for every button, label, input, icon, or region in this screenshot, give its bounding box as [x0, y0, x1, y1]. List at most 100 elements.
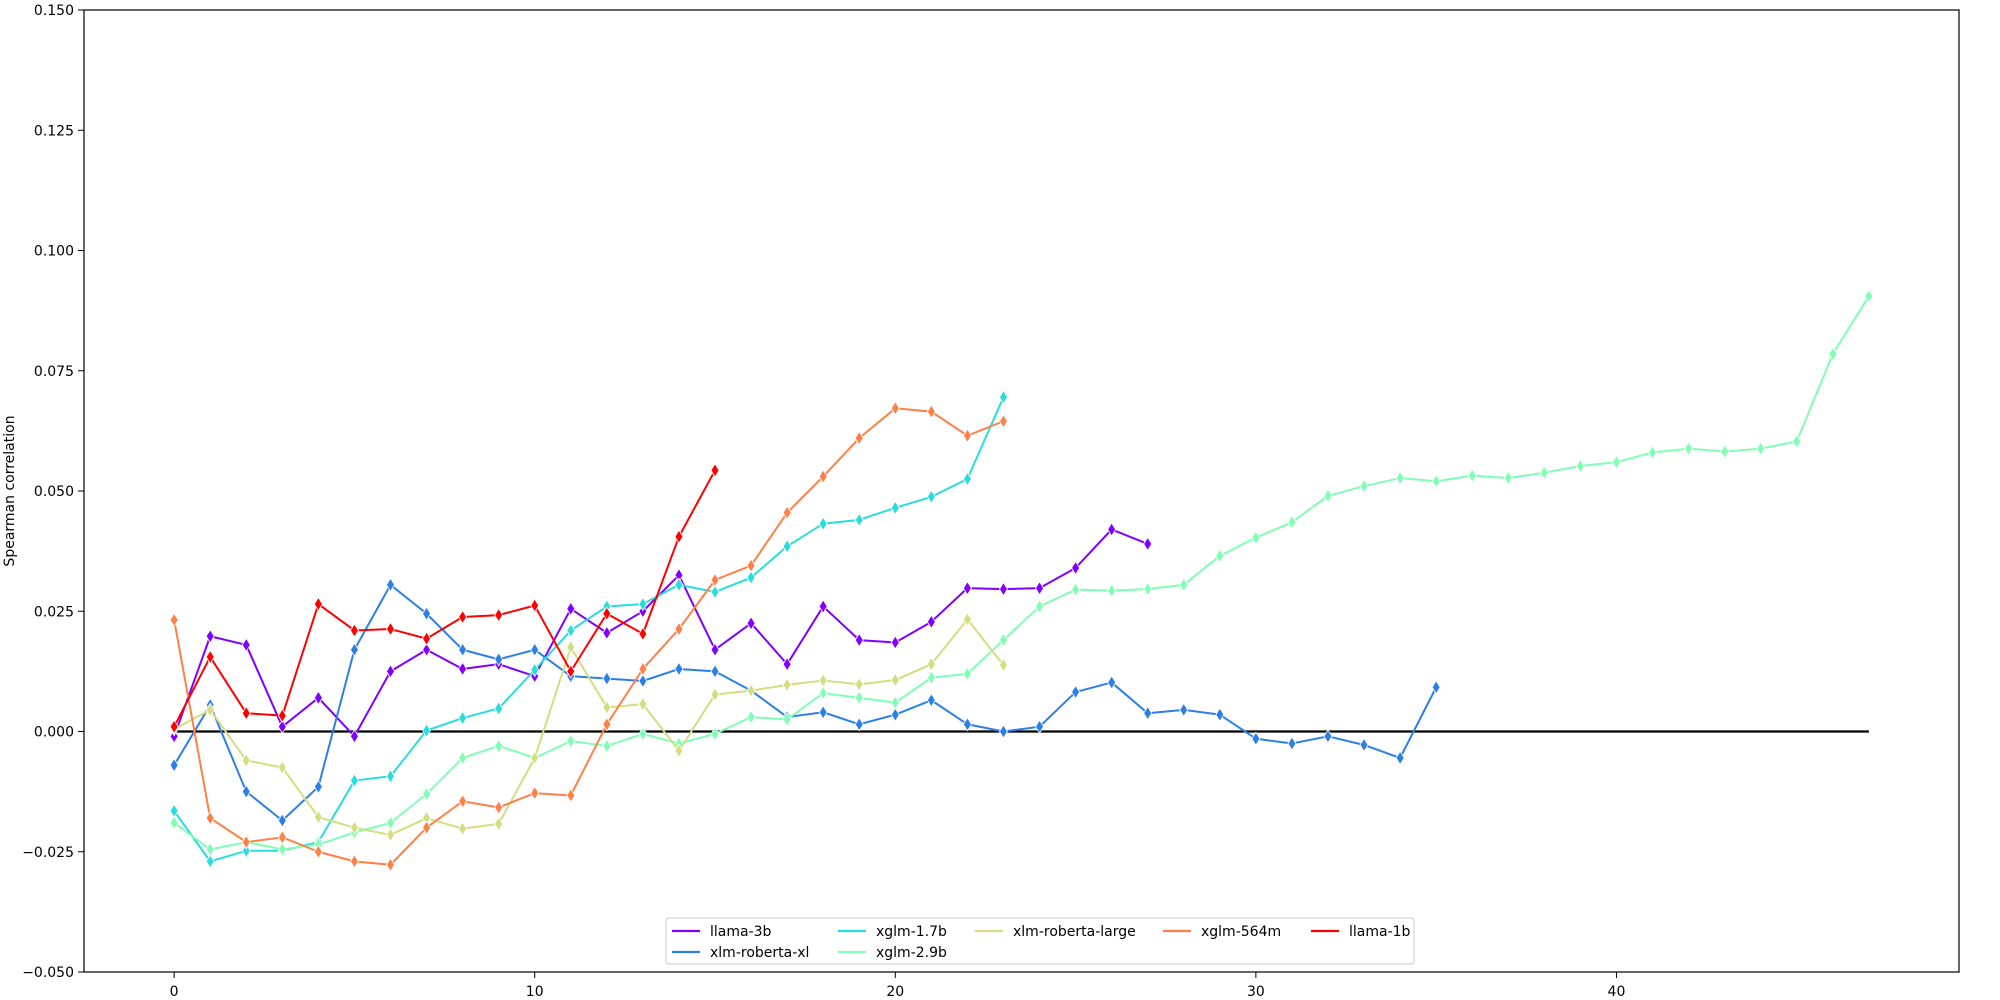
data-point-llama-3b	[746, 616, 756, 631]
series-line-xlm-roberta-xl	[173, 583, 1438, 822]
data-point-xlm-roberta-large	[602, 700, 612, 715]
data-point-xlm-roberta-large	[530, 750, 540, 766]
data-point-xglm-2.9b	[1323, 488, 1333, 504]
data-point-xglm-2.9b	[1648, 445, 1657, 460]
data-point-xlm-roberta-large	[926, 656, 936, 672]
data-point-xglm-1.7b	[674, 577, 684, 593]
data-point-xglm-2.9b	[782, 712, 792, 727]
data-point-xglm-564m	[854, 430, 864, 446]
data-point-xglm-564m	[602, 717, 612, 732]
y-tick-label: 0.075	[34, 364, 74, 380]
data-point-llama-3b	[710, 642, 720, 657]
data-point-xlm-roberta-xl	[422, 606, 432, 621]
data-point-xlm-roberta-large	[890, 672, 900, 688]
series-xglm-2.9b	[169, 288, 1874, 857]
axes-layer: 0 10 20 30 40 −0.050 −0.025 0.000 0.025 0.050 0.07…	[22, 3, 1960, 1000]
data-point-xglm-564m	[530, 785, 540, 801]
data-point-xlm-roberta-large	[241, 753, 251, 768]
data-point-xlm-roberta-xl	[674, 661, 684, 677]
data-point-xglm-564m	[458, 793, 468, 809]
data-point-xlm-roberta-large	[999, 657, 1008, 673]
data-point-xglm-2.9b	[1756, 441, 1766, 456]
data-point-xlm-roberta-xl	[1359, 737, 1369, 753]
data-point-xglm-564m	[313, 844, 323, 860]
data-point-xglm-2.9b	[1431, 474, 1441, 489]
data-point-llama-3b	[1143, 536, 1153, 552]
data-point-xglm-2.9b	[1395, 470, 1405, 486]
data-point-xglm-1.7b	[530, 662, 540, 678]
series-xglm-1.7b	[169, 389, 1008, 869]
data-point-xlm-roberta-large	[710, 687, 720, 702]
data-point-xlm-roberta-xl	[313, 779, 323, 795]
data-point-xlm-roberta-xl	[1143, 705, 1153, 721]
data-point-llama-3b	[999, 581, 1008, 597]
data-point-xlm-roberta-large	[818, 673, 828, 688]
series-llama-1b	[169, 463, 720, 734]
data-point-xlm-roberta-large	[782, 677, 792, 693]
data-point-xlm-roberta-xl	[494, 652, 504, 667]
data-point-xlm-roberta-xl	[349, 642, 359, 657]
data-point-xglm-564m	[566, 788, 576, 803]
data-point-xlm-roberta-xl	[962, 717, 972, 732]
data-point-xlm-roberta-large	[494, 816, 504, 832]
data-point-xglm-2.9b	[710, 726, 720, 742]
data-point-xglm-1.7b	[494, 701, 504, 716]
data-point-llama-3b	[205, 628, 215, 644]
data-point-llama-3b	[890, 635, 900, 650]
data-point-xglm-2.9b	[1720, 444, 1730, 459]
legend: llama-3b xlm-roberta-xl xglm-1.7b xglm-2.9b…	[665, 917, 1415, 965]
data-point-xglm-1.7b	[999, 389, 1008, 405]
data-point-xlm-roberta-large	[962, 612, 972, 627]
data-point-xglm-1.7b	[386, 768, 395, 784]
series-line-xlm-roberta-large	[173, 618, 1005, 836]
data-point-xglm-1.7b	[746, 570, 756, 585]
y-axis-label: Spearman correlation	[2, 415, 18, 566]
data-point-xglm-1.7b	[818, 516, 828, 531]
data-point-llama-1b	[313, 596, 323, 612]
data-point-xlm-roberta-xl	[1107, 675, 1117, 690]
data-point-llama-3b	[1071, 560, 1081, 576]
data-point-xglm-564m	[926, 404, 936, 419]
data-point-xglm-2.9b	[1071, 582, 1081, 597]
data-point-xglm-564m	[494, 800, 504, 815]
data-point-xglm-2.9b	[1467, 468, 1477, 483]
data-point-xlm-roberta-xl	[818, 704, 828, 720]
data-point-xglm-2.9b	[1107, 583, 1117, 598]
legend-label-xglm-2.9b: xglm-2.9b	[876, 945, 947, 961]
data-point-xlm-roberta-xl	[1431, 679, 1441, 695]
data-point-xglm-2.9b	[638, 726, 648, 742]
data-point-xglm-1.7b	[349, 773, 359, 788]
series-line-xglm-564m	[173, 407, 1004, 866]
data-point-xlm-roberta-xl	[1287, 736, 1297, 751]
data-point-llama-3b	[1035, 580, 1044, 596]
data-point-xlm-roberta-xl	[638, 673, 648, 689]
series-line-llama-3b	[173, 528, 1149, 738]
data-point-llama-1b	[494, 607, 504, 623]
data-point-llama-3b	[962, 580, 972, 596]
data-point-xglm-2.9b	[854, 690, 864, 706]
data-point-xlm-roberta-large	[854, 677, 864, 692]
data-point-xlm-roberta-large	[349, 820, 359, 835]
data-point-llama-1b	[710, 463, 720, 478]
legend-label-llama-1b: llama-1b	[1349, 924, 1411, 940]
data-point-llama-1b	[458, 609, 468, 625]
data-point-llama-3b	[854, 632, 864, 648]
data-point-xglm-1.7b	[458, 710, 468, 726]
data-point-xglm-2.9b	[1359, 478, 1369, 494]
x-tick-label: 30	[1247, 984, 1265, 1000]
data-point-xlm-roberta-xl	[1071, 684, 1081, 700]
data-point-xlm-roberta-xl	[386, 577, 395, 593]
data-point-xglm-2.9b	[205, 842, 215, 857]
series-line-xglm-2.9b	[173, 295, 1870, 851]
data-point-xglm-1.7b	[890, 500, 900, 516]
legend-label-xglm-1.7b: xglm-1.7b	[876, 924, 947, 940]
data-point-xglm-2.9b	[1864, 288, 1874, 304]
data-point-xglm-2.9b	[962, 666, 972, 682]
data-point-xlm-roberta-large	[674, 743, 684, 759]
data-point-xglm-1.7b	[962, 471, 972, 487]
data-point-xlm-roberta-xl	[890, 707, 900, 722]
data-point-xglm-2.9b	[602, 738, 612, 754]
legend-label-xlm-roberta-xl: xlm-roberta-xl	[710, 945, 809, 961]
data-point-xglm-564m	[890, 401, 900, 416]
